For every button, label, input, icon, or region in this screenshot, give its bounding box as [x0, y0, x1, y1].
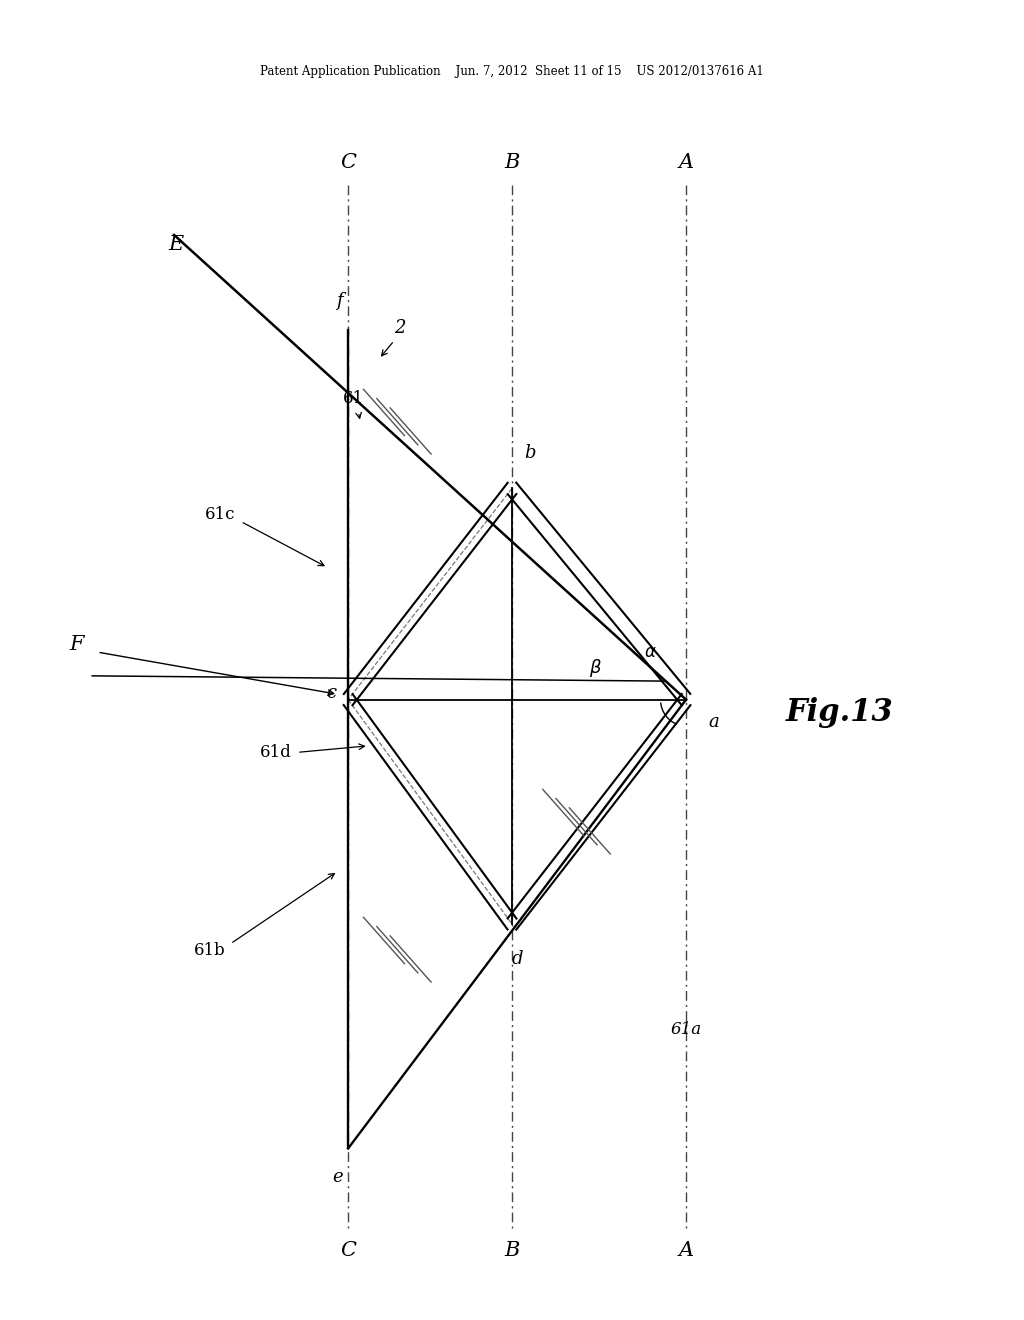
Text: c: c: [326, 684, 336, 702]
Text: A: A: [679, 153, 693, 172]
Text: e: e: [333, 1168, 343, 1187]
Text: 61d: 61d: [260, 744, 292, 760]
Text: C: C: [340, 153, 356, 172]
Text: a: a: [709, 713, 719, 731]
Text: 61c: 61c: [205, 507, 236, 523]
Text: C: C: [340, 1241, 356, 1259]
Text: 61a: 61a: [671, 1022, 701, 1038]
Text: $\alpha$: $\alpha$: [644, 644, 656, 661]
Text: 61: 61: [343, 389, 364, 407]
Text: B: B: [504, 1241, 520, 1259]
Text: F: F: [70, 635, 84, 653]
Text: d: d: [511, 950, 523, 969]
Text: 61b: 61b: [194, 942, 225, 958]
Text: A: A: [679, 1241, 693, 1259]
Text: Patent Application Publication    Jun. 7, 2012  Sheet 11 of 15    US 2012/013761: Patent Application Publication Jun. 7, 2…: [260, 65, 764, 78]
Text: Fig.13: Fig.13: [785, 697, 894, 729]
Text: b: b: [524, 444, 536, 462]
Text: E: E: [169, 235, 183, 253]
Text: $\beta$: $\beta$: [590, 657, 602, 680]
Text: f: f: [337, 292, 343, 310]
Text: 2: 2: [393, 318, 406, 337]
Text: B: B: [504, 153, 520, 172]
